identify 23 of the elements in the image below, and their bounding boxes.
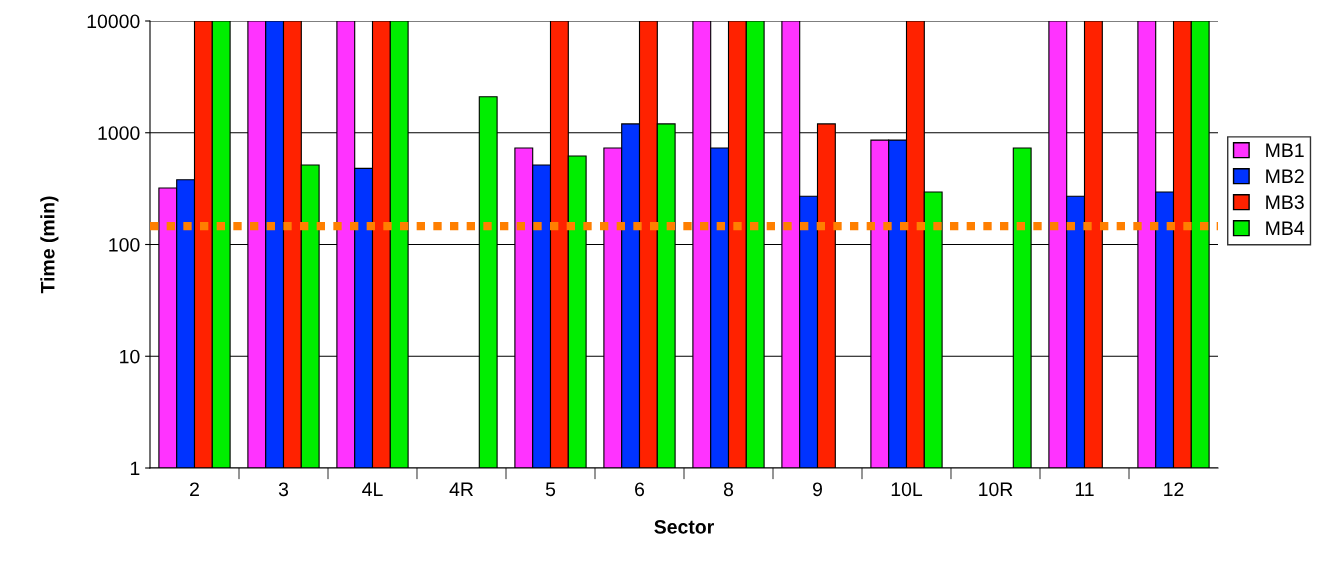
x-tick-label: 8 — [723, 482, 734, 497]
x-tick-label: 5 — [545, 482, 556, 497]
y-tick-label: 10 — [120, 349, 140, 364]
legend-label: MB2 — [1266, 169, 1304, 183]
x-tick-label: 11 — [1075, 482, 1094, 496]
legend-label: MB1 — [1266, 143, 1304, 157]
y-axis-title: Time (min) — [40, 196, 59, 294]
legend-label: MB4 — [1266, 221, 1305, 235]
x-tick-label: 10R — [979, 482, 1013, 497]
x-tick-label: 4R — [449, 482, 474, 496]
x-tick-label: 9 — [813, 482, 822, 497]
y-tick-label: 10000 — [87, 14, 140, 29]
y-tick-label: 1000 — [98, 126, 140, 140]
x-tick-label: 12 — [1164, 482, 1184, 496]
y-tick-label: 100 — [109, 237, 140, 252]
x-axis-title: Sector — [654, 519, 714, 534]
x-tick-label: 6 — [635, 482, 645, 497]
x-tick-label: 10L — [891, 482, 923, 497]
x-tick-label: 3 — [278, 482, 289, 497]
x-tick-label: 4L — [362, 482, 383, 496]
y-tick-label: 1 — [130, 461, 140, 476]
x-tick-label: 2 — [190, 482, 199, 496]
legend-label: MB3 — [1266, 195, 1304, 210]
